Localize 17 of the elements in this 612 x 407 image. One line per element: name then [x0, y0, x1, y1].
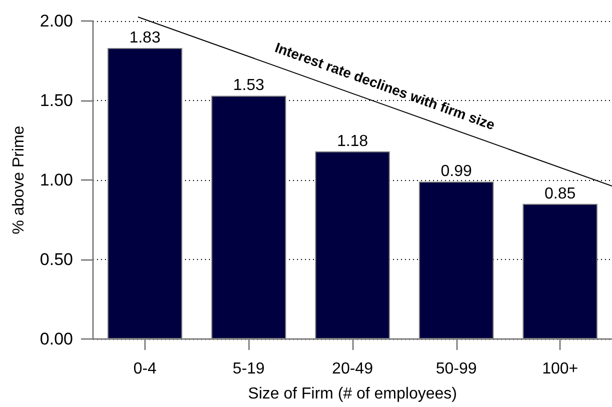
x-tick-label: 0-4: [133, 360, 157, 378]
x-tick-label: 20-49: [332, 360, 374, 378]
y-axis-title: % above Prime: [10, 126, 28, 234]
y-tick-label: 1.50: [40, 91, 73, 110]
y-tick-label: 2.00: [40, 12, 73, 30]
x-tick-label: 50-99: [436, 360, 477, 378]
x-tick-label: 5-19: [232, 360, 265, 378]
y-tick-label: 0.00: [40, 330, 73, 348]
y-tick-label: 1.00: [40, 170, 73, 190]
x-axis-title: Size of Firm (# of employees): [248, 386, 457, 402]
x-tick-label: 100+: [542, 360, 578, 378]
data-label: 0.99: [440, 163, 472, 180]
data-label: 1.83: [129, 30, 161, 47]
data-label: 0.85: [544, 185, 576, 202]
y-tick-label: 0.50: [40, 250, 73, 269]
data-label: 1.53: [233, 77, 264, 94]
data-label: 1.18: [336, 132, 368, 150]
